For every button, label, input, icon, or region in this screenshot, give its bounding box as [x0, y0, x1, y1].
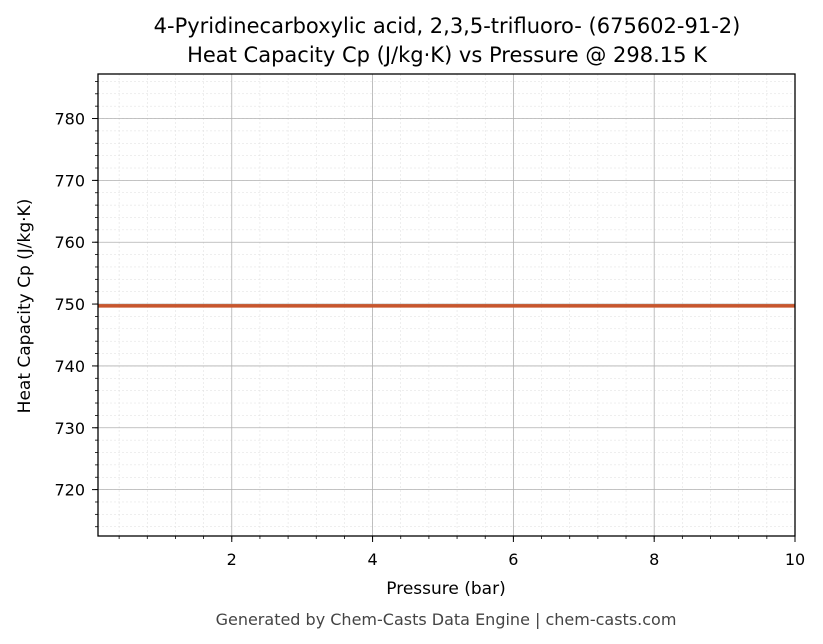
minor-grid	[98, 74, 796, 536]
x-tick-label: 2	[227, 550, 237, 569]
x-tick-label: 6	[508, 550, 518, 569]
footer-credit: Generated by Chem-Casts Data Engine | ch…	[216, 610, 677, 629]
y-tick-label: 760	[54, 233, 85, 252]
y-tick-label: 780	[54, 110, 85, 129]
plot-area-frame	[97, 73, 796, 537]
chart-title: 4-Pyridinecarboxylic acid, 2,3,5-trifluo…	[154, 14, 741, 38]
y-tick-label: 730	[54, 419, 85, 438]
y-tick-label: 770	[54, 171, 85, 190]
x-tick-label: 8	[649, 550, 659, 569]
chart-subtitle: Heat Capacity Cp (J/kg·K) vs Pressure @ …	[187, 43, 708, 67]
x-tick-label: 4	[367, 550, 377, 569]
y-tick-label: 740	[54, 357, 85, 376]
y-axis-label: Heat Capacity Cp (J/kg·K)	[15, 199, 35, 414]
tick-labels: 2 4 6 8 10 720 730 740 750 760 770 780	[54, 110, 805, 569]
y-tick-label: 750	[54, 295, 85, 314]
x-axis-label: Pressure (bar)	[386, 579, 505, 599]
y-tick-label: 720	[54, 481, 85, 500]
x-tick-label: 10	[785, 550, 805, 569]
axis-ticks	[92, 81, 796, 542]
